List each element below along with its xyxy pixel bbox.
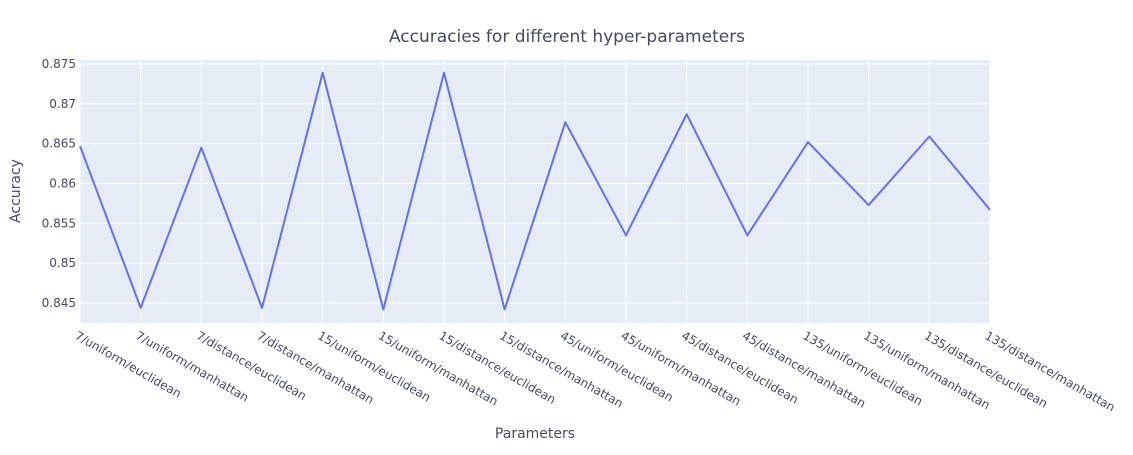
y-tick-label: 0.845 (42, 296, 76, 310)
data-point[interactable] (138, 305, 144, 311)
y-tick-label: 0.86 (49, 177, 76, 191)
data-point[interactable] (926, 134, 932, 140)
y-gridlines (80, 63, 990, 304)
data-point[interactable] (987, 207, 993, 213)
x-axis-title: Parameters (495, 426, 575, 442)
data-point[interactable] (77, 143, 83, 149)
y-tick-label: 0.865 (42, 137, 76, 151)
data-point[interactable] (744, 232, 750, 238)
data-point[interactable] (259, 305, 265, 311)
data-point[interactable] (380, 306, 386, 312)
data-point[interactable] (320, 70, 326, 76)
y-tick-label: 0.85 (49, 256, 76, 270)
x-tick-label: 7/uniform/manhattan (133, 328, 251, 404)
data-point[interactable] (562, 119, 568, 125)
y-tick-label: 0.87 (49, 97, 76, 111)
data-point[interactable] (502, 306, 508, 312)
data-point[interactable] (198, 145, 204, 151)
data-point[interactable] (805, 139, 811, 145)
chart-title: Accuracies for different hyper-parameter… (389, 27, 745, 47)
data-point[interactable] (866, 202, 872, 208)
y-tick-label: 0.875 (42, 57, 76, 71)
data-point[interactable] (684, 111, 690, 117)
series-line (79, 71, 991, 311)
data-point[interactable] (441, 70, 447, 76)
y-axis-title: Accuracy (8, 159, 24, 223)
x-axis-ticks: 7/uniform/euclidean7/uniform/manhattan7/… (73, 328, 1118, 414)
y-axis-ticks: 0.845 0.85 0.855 0.86 0.865 0.87 0.875 (42, 57, 76, 310)
data-point[interactable] (623, 232, 629, 238)
plot-background (80, 60, 990, 323)
x-tick-label: 7/uniform/euclidean (73, 328, 184, 400)
y-tick-label: 0.855 (42, 216, 76, 230)
